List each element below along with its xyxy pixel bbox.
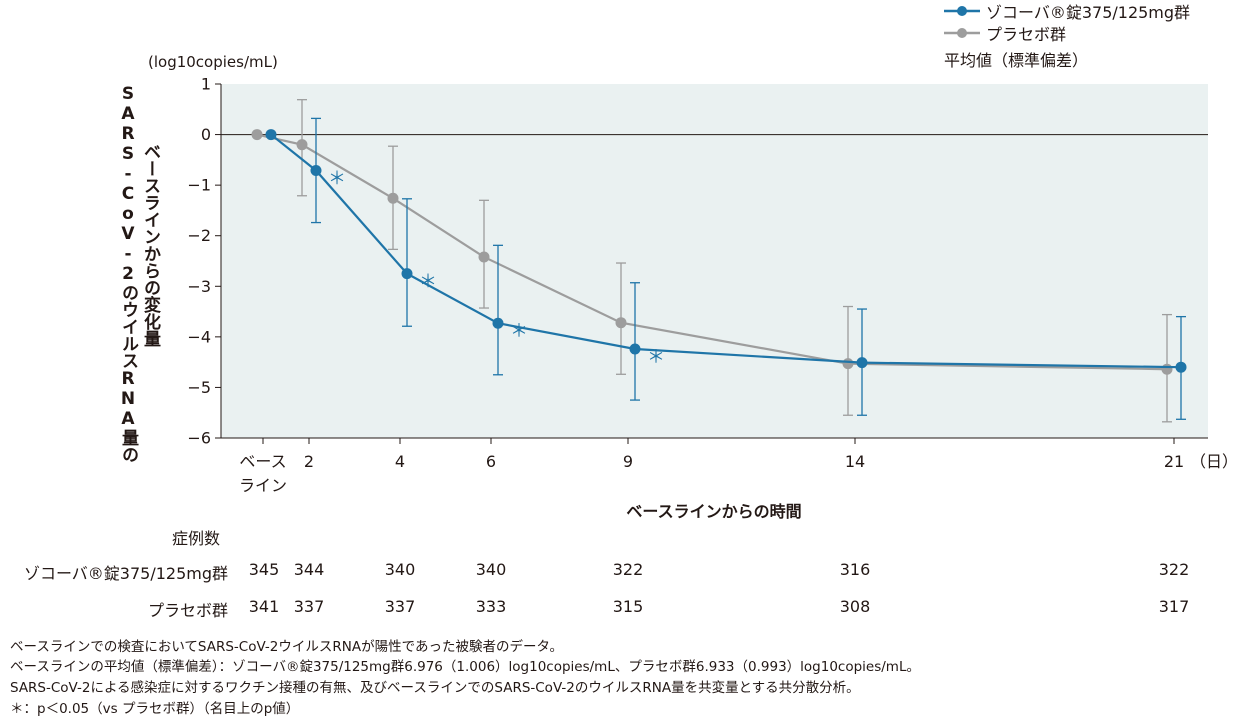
x-axis-title: ベースラインからの時間 <box>626 502 802 521</box>
case-count-cell: 340 <box>384 560 416 579</box>
series-zocova: ＊ ＊ ＊ ＊ <box>265 117 1187 420</box>
significance-marker: ＊ <box>328 168 346 189</box>
y-tick-label: −6 <box>187 429 211 448</box>
y-tick-label: −4 <box>187 327 211 346</box>
case-row-label: ゾコーバ®錠375/125mg群 <box>23 564 228 583</box>
y-tick-label: 0 <box>201 125 211 144</box>
data-point <box>1161 363 1173 375</box>
legend-marker-zocova-icon <box>944 6 980 16</box>
footnote-3: SARS-CoV-2による感染症に対するワクチン接種の有無、及びベースラインでの… <box>10 680 860 696</box>
data-point <box>842 358 854 370</box>
data-point <box>310 164 322 176</box>
footnote-1: ベースラインでの検査においてSARS-CoV-2ウイルスRNAが陽性であった被験… <box>10 639 564 655</box>
legend-label-placebo: プラセボ群 <box>986 25 1067 44</box>
data-point <box>629 343 641 355</box>
case-count-cell: 333 <box>475 597 507 616</box>
case-count-cell: 322 <box>612 560 644 579</box>
y-tick-label: −1 <box>187 176 211 195</box>
significance-marker: ＊ <box>647 347 665 368</box>
x-axis-unit: （日） <box>1190 452 1237 471</box>
legend: ゾコーバ®錠375/125mg群 プラセボ群 平均値（標準偏差） <box>944 0 1190 71</box>
data-point <box>478 251 490 263</box>
x-tick-label: 4 <box>395 452 405 471</box>
data-point <box>251 129 263 141</box>
x-tick-label: 2 <box>304 452 314 471</box>
legend-marker-placebo-icon <box>944 28 980 38</box>
y-axis-unit: (log10copies/mL) <box>148 53 278 71</box>
legend-item-zocova: ゾコーバ®錠375/125mg群 <box>944 0 1190 22</box>
legend-statistic: 平均値（標準偏差） <box>944 51 1089 70</box>
plot-area <box>221 84 1208 438</box>
data-point <box>387 192 399 204</box>
data-point <box>615 317 627 329</box>
y-tick-label: −5 <box>187 378 211 397</box>
y-tick-label: −3 <box>187 277 211 296</box>
footnote-4: ＊：p＜0.05（vs プラセボ群）（名目上のp値） <box>10 701 300 717</box>
y-tick-label: 1 <box>201 75 211 94</box>
data-point <box>265 129 277 141</box>
case-count-cell: 317 <box>1158 597 1190 616</box>
y-tick-label: −2 <box>187 226 211 245</box>
x-tick-label: 21 <box>1164 452 1184 471</box>
case-table-header: 症例数 <box>172 529 221 548</box>
x-tick-label: 14 <box>845 452 865 471</box>
footnote-2: ベースラインの平均値（標準偏差）：ゾコーバ®錠375/125mg群6.976（1… <box>10 659 920 675</box>
legend-label-zocova: ゾコーバ®錠375/125mg群 <box>986 3 1191 22</box>
case-count-cell: 337 <box>384 597 416 616</box>
y-axis-title-line-1: ベースラインからの変化量 <box>140 143 160 347</box>
case-count-cell: 337 <box>293 597 325 616</box>
case-count-cell: 345 <box>248 560 280 579</box>
legend-item-placebo: プラセボ群 <box>944 22 1190 44</box>
chart: 1 0 −1 −2 −3 −4 −5 −6 ベースライン 2 4 6 9 14 21 （日） ＊ ＊ ＊ ＊ <box>187 75 1237 496</box>
data-point <box>1175 361 1187 373</box>
case-count-cell: 308 <box>839 597 871 616</box>
y-axis-title-line-2: SARS-CoV-2のウイルスRNA量の <box>118 84 138 463</box>
case-row-label: プラセボ群 <box>147 601 228 620</box>
data-point <box>296 139 308 151</box>
significance-marker: ＊ <box>510 321 528 342</box>
case-count-cell: 316 <box>839 560 871 579</box>
x-tick-label: 9 <box>623 452 633 471</box>
case-count-cell: 322 <box>1158 560 1190 579</box>
data-point <box>492 317 504 329</box>
case-count-cell: 344 <box>293 560 325 579</box>
case-count-cell: 315 <box>612 597 644 616</box>
data-point <box>856 357 868 369</box>
x-tick-label-baseline-1: ベース <box>239 452 286 471</box>
case-count-cell: 341 <box>248 597 280 616</box>
x-tick-label: 6 <box>486 452 496 471</box>
case-count-cell: 340 <box>475 560 507 579</box>
x-tick-label-baseline-2: ライン <box>239 476 287 495</box>
significance-marker: ＊ <box>419 272 437 293</box>
data-point <box>401 268 413 280</box>
